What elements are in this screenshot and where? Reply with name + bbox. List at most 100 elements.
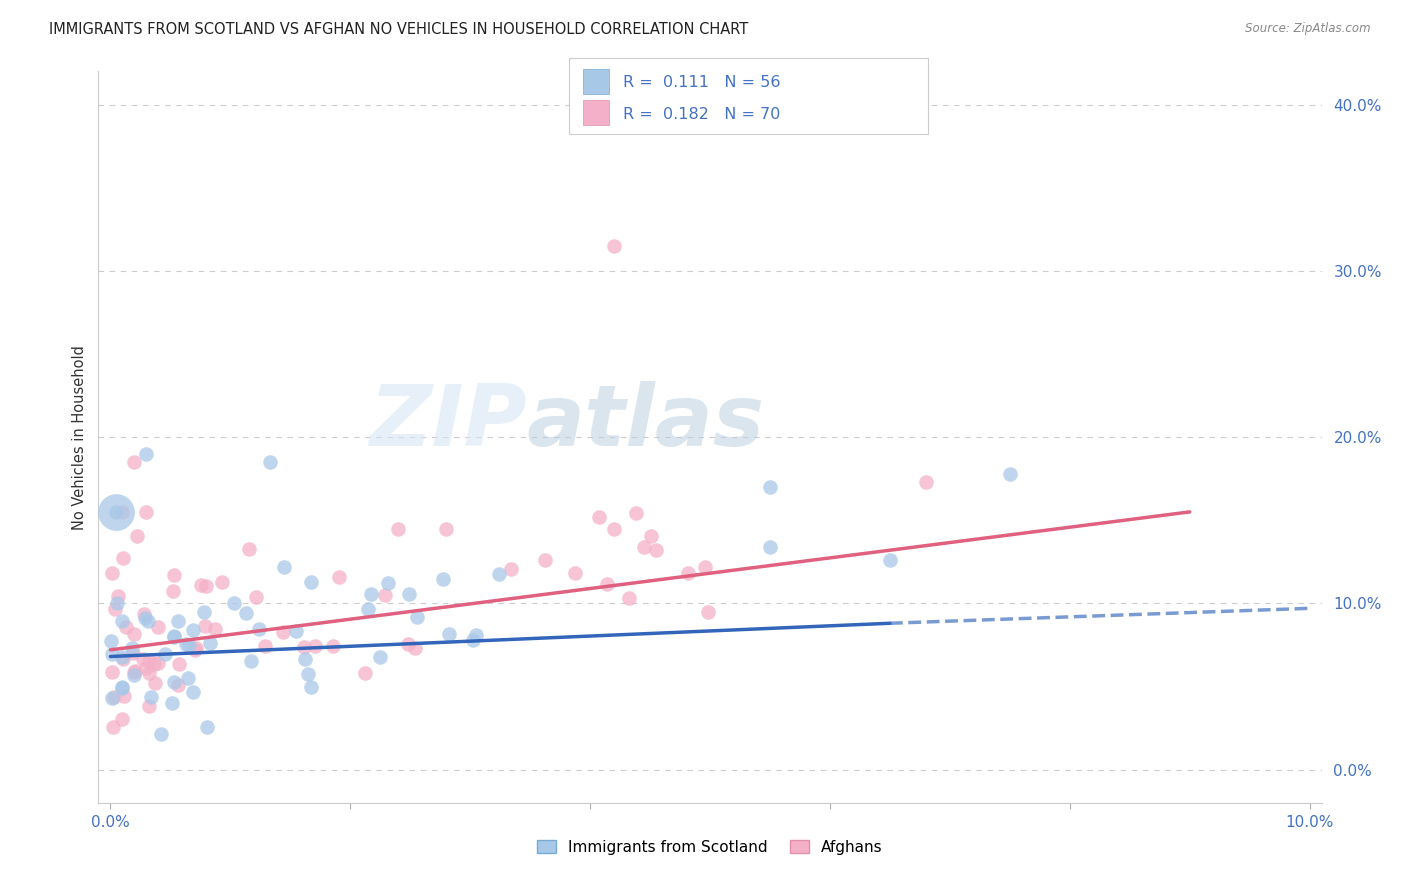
Point (138, 698, 160, 713)
Point (100, 634, 122, 648)
Point (111, 505, 134, 519)
Point (121, 641, 143, 656)
Point (564, 566, 586, 581)
Point (124, 664, 146, 678)
Point (360, 587, 382, 601)
Point (101, 647, 124, 661)
Point (271, 624, 294, 639)
Point (693, 560, 716, 574)
Point (588, 510, 610, 524)
Point (193, 605, 215, 619)
Point (322, 639, 344, 653)
Point (122, 665, 145, 680)
Point (101, 690, 124, 705)
Point (149, 727, 172, 741)
Point (396, 637, 419, 651)
Point (101, 665, 124, 679)
Point (184, 642, 207, 657)
Point (136, 614, 159, 628)
Point (142, 657, 165, 671)
Point (135, 505, 157, 519)
Text: atlas: atlas (526, 381, 765, 464)
Point (273, 560, 295, 574)
Point (696, 605, 718, 619)
Point (304, 640, 326, 654)
Point (434, 521, 457, 535)
Point (167, 614, 190, 628)
Point (603, 522, 626, 536)
Point (124, 626, 146, 640)
Point (135, 661, 157, 675)
Point (533, 552, 555, 566)
Point (111, 550, 134, 565)
Point (239, 655, 262, 669)
Point (432, 572, 454, 586)
Point (145, 676, 167, 690)
Point (357, 601, 380, 615)
Point (915, 475, 938, 490)
Point (132, 607, 155, 622)
Point (222, 596, 245, 610)
Point (211, 574, 233, 589)
Point (374, 588, 396, 602)
Point (111, 680, 134, 694)
Text: R =  0.111   N = 56: R = 0.111 N = 56 (623, 76, 780, 90)
Point (111, 614, 134, 628)
Point (163, 567, 186, 582)
Point (353, 665, 375, 680)
Point (153, 648, 176, 662)
Text: ZIP: ZIP (368, 381, 526, 464)
Point (138, 655, 160, 669)
Point (163, 674, 186, 689)
Point (624, 506, 647, 520)
Point (105, 596, 128, 610)
Point (148, 620, 170, 634)
Point (112, 651, 135, 665)
Point (328, 570, 350, 584)
Point (167, 678, 190, 692)
Point (595, 577, 617, 591)
Point (377, 576, 399, 591)
Point (406, 610, 429, 624)
Point (253, 639, 276, 653)
Point (100, 566, 122, 581)
Legend: Immigrants from Scotland, Afghans: Immigrants from Scotland, Afghans (531, 834, 889, 861)
Point (195, 579, 218, 593)
Point (404, 641, 426, 656)
Point (292, 640, 315, 654)
Point (759, 540, 782, 554)
Point (998, 467, 1021, 482)
Y-axis label: No Vehicles in Household: No Vehicles in Household (72, 344, 87, 530)
Point (387, 521, 409, 535)
Point (105, 505, 128, 519)
Point (194, 619, 217, 633)
Point (617, 591, 640, 606)
Point (368, 649, 391, 664)
Point (177, 638, 200, 652)
Point (294, 652, 316, 666)
Point (139, 690, 162, 705)
Point (184, 641, 207, 656)
Point (146, 656, 169, 670)
Point (259, 455, 281, 469)
Text: R =  0.182   N = 70: R = 0.182 N = 70 (623, 107, 780, 121)
Point (235, 606, 257, 620)
Point (121, 646, 143, 660)
Point (111, 649, 134, 664)
Point (297, 666, 319, 681)
Point (127, 528, 149, 542)
Point (103, 690, 125, 705)
Point (633, 540, 655, 554)
Point (190, 578, 212, 592)
Point (105, 505, 128, 519)
Point (104, 602, 127, 616)
Point (640, 529, 662, 543)
Point (132, 652, 155, 666)
Point (238, 542, 260, 557)
Point (198, 635, 221, 649)
Point (138, 666, 160, 681)
Point (114, 689, 136, 703)
Point (245, 590, 267, 604)
Point (285, 624, 308, 638)
Point (160, 696, 183, 710)
